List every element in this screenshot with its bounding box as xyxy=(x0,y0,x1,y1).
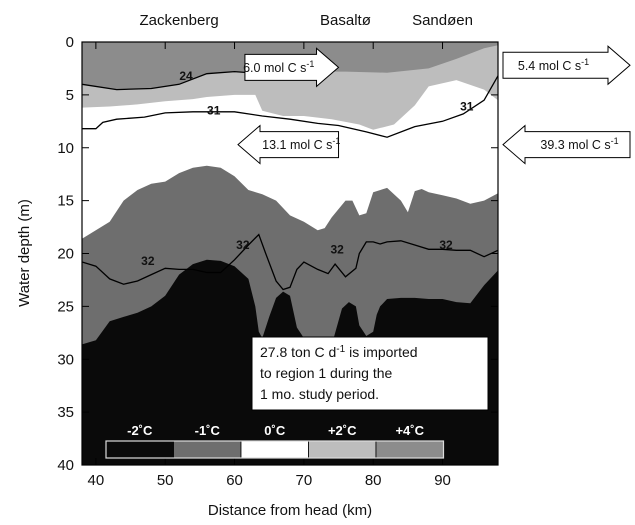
legend-label: +4˚C xyxy=(395,423,424,438)
flux-unit-superscript: -1 xyxy=(306,59,314,69)
location-zackenberg: Zackenberg xyxy=(139,12,218,29)
salinity-contour-labels: 24 31 31 32 32 32 32 xyxy=(141,69,474,268)
flux-value-label: 6.0 mol C s-1 xyxy=(243,59,314,75)
contour-label: 24 xyxy=(179,69,193,83)
location-sanden: Sandøen xyxy=(412,12,473,29)
x-tick-label: 80 xyxy=(365,472,382,489)
y-tick-label: 5 xyxy=(66,87,74,104)
legend-label: +2˚C xyxy=(328,423,357,438)
y-tick-label: 10 xyxy=(57,140,74,157)
legend-label: 0˚C xyxy=(264,423,286,438)
y-tick-label: 20 xyxy=(57,246,74,263)
contour-line-31 xyxy=(82,75,498,138)
y-tick-label: 0 xyxy=(66,34,74,51)
annotation-box xyxy=(251,336,489,411)
annotation-superscript: -1 xyxy=(336,344,345,355)
y-tick-label: 25 xyxy=(57,298,74,315)
temperature-legend: -2˚C -1˚C 0˚C +2˚C +4˚C xyxy=(105,423,445,459)
carbon-flux-arrows: 6.0 mol C s-1 13.1 mol C s-1 5.4 mol C s-1… xyxy=(237,45,631,165)
annotation-line-2: to region 1 during the xyxy=(260,365,393,381)
flux-value-label: 39.3 mol C s-1 xyxy=(540,136,618,152)
contour-label: 31 xyxy=(460,100,474,114)
flux-arrow-left xyxy=(502,124,631,165)
x-tick-label: 40 xyxy=(88,472,105,489)
y-tick-label: 30 xyxy=(57,351,74,368)
flux-value-label: 13.1 mol C s-1 xyxy=(262,136,340,152)
contour-label: 32 xyxy=(141,254,155,268)
x-tick-label: 90 xyxy=(434,472,451,489)
x-axis-label: Distance from head (km) xyxy=(208,502,372,519)
y-tick-label: 15 xyxy=(57,193,74,210)
annotation-line-1: 27.8 ton C d-1 is imported xyxy=(260,344,418,360)
contour-label: 32 xyxy=(439,238,453,252)
x-tick-label: 70 xyxy=(296,472,313,489)
legend-swatch xyxy=(375,440,444,459)
contour-label: 31 xyxy=(207,104,221,118)
location-basalt: Basaltø xyxy=(320,12,371,29)
x-tick-label: 60 xyxy=(226,472,243,489)
legend-label: -2˚C xyxy=(127,423,153,438)
legend-label: -1˚C xyxy=(195,423,221,438)
legend-border xyxy=(105,440,445,459)
flux-arrow-right xyxy=(502,45,631,86)
contour-label: 32 xyxy=(236,238,250,252)
y-axis-ticks: 0 5 10 15 20 25 30 35 40 xyxy=(57,34,498,474)
flux-unit-superscript: -1 xyxy=(332,136,340,146)
legend-swatch xyxy=(173,440,242,459)
annotation-line-1-rest: is imported xyxy=(345,344,417,360)
y-tick-label: 35 xyxy=(57,404,74,421)
contour-label: 32 xyxy=(330,242,344,256)
x-tick-label: 50 xyxy=(157,472,174,489)
location-labels: Zackenberg Basaltø Sandøen xyxy=(139,12,473,29)
contour-line-32 xyxy=(82,233,498,291)
annotation-line-3: 1 mo. study period. xyxy=(260,386,379,402)
y-axis-label: Water depth (m) xyxy=(16,199,33,307)
flux-value-label: 5.4 mol C s-1 xyxy=(518,57,589,73)
legend-swatch xyxy=(105,440,174,459)
import-annotation: 27.8 ton C d-1 is imported to region 1 du… xyxy=(251,336,489,411)
legend-swatch xyxy=(308,440,377,459)
x-axis-ticks: 40 50 60 70 80 90 xyxy=(88,42,451,489)
flux-arrow-left xyxy=(237,124,340,165)
y-tick-label: 40 xyxy=(57,457,74,474)
flux-unit-superscript: -1 xyxy=(581,57,589,67)
legend-swatch xyxy=(240,440,309,459)
flux-arrow-right xyxy=(244,47,340,88)
flux-unit-superscript: -1 xyxy=(611,136,619,146)
